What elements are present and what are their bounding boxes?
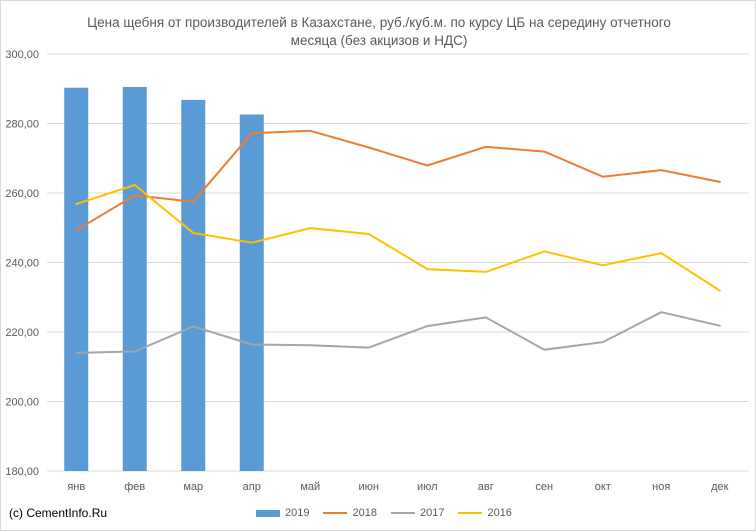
y-tick-label: 200,00 [5,397,39,409]
x-tick-label: дек [711,481,729,493]
y-tick-label: 280,00 [5,119,39,131]
x-tick-label: июл [417,481,438,493]
legend-label: 2018 [352,507,377,519]
legend-item-2017: 2017 [390,507,445,519]
x-tick-label: янв [67,481,85,493]
chart-title: Цена щебня от производителей в Казахстан… [1,14,756,50]
y-tick-label: 300,00 [5,49,39,61]
legend-swatch [323,512,348,514]
x-tick-label: мар [183,481,203,493]
x-tick-label: июн [359,481,379,493]
x-tick-label: фев [124,481,145,493]
legend-label: 2017 [419,507,445,519]
legend-label: 2019 [285,507,310,519]
legend-swatch [256,509,280,517]
y-tick-label: 220,00 [5,327,39,339]
x-tick-label: окт [595,481,611,493]
bar-2019 [64,87,89,472]
chart-title-line-2: месяца (без акцизов и НДС) [290,33,468,48]
x-tick-label: май [300,481,320,493]
legend-item-2016: 2016 [458,507,512,519]
series-line-2016 [75,184,721,292]
legend-swatch [390,512,415,514]
credit-text: (c) CementInfo.Ru [9,506,108,520]
legend-swatch [458,512,483,514]
legend-item-2019: 2019 [256,507,309,519]
bar-2019 [122,87,147,471]
legend: 2019 2018 2017 2016 [256,506,526,520]
x-tick-label: апр [243,481,261,493]
chart-title-line-1: Цена щебня от производителей в Казахстан… [87,15,671,30]
bar-2019 [181,99,206,472]
x-tick-label: сен [535,481,553,493]
x-tick-label: ноя [652,481,670,493]
x-tick-label: авг [478,481,494,493]
bar-2019 [239,114,264,471]
y-tick-label: 180,00 [5,466,39,478]
series-line-2018 [75,129,721,232]
legend-item-2018: 2018 [323,507,377,519]
legend-label: 2016 [487,507,512,519]
y-tick-label: 260,00 [5,188,39,200]
series-line-2017 [75,311,721,354]
y-tick-label: 240,00 [5,258,39,270]
